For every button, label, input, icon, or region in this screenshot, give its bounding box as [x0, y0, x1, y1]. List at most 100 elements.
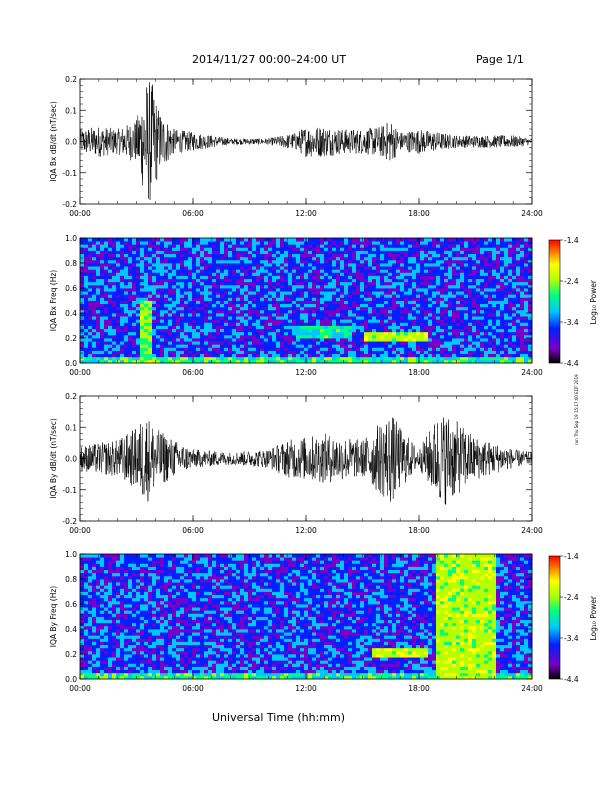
spectrogram-cell — [420, 316, 425, 320]
spectrogram-cell — [252, 328, 257, 333]
spectrogram-cell — [212, 288, 217, 292]
spectrogram-cell — [128, 353, 133, 358]
spectrogram-cell — [96, 244, 101, 248]
spectrogram-cell — [184, 244, 189, 248]
spectrogram-cell — [116, 278, 121, 283]
spectrogram-cell — [456, 272, 461, 276]
spectrogram-cell — [408, 291, 413, 295]
spectrogram-cell — [440, 300, 445, 305]
spectrogram-cell — [104, 238, 109, 242]
spectrogram-cell — [244, 266, 249, 270]
spectrogram-cell — [252, 238, 257, 242]
spectrogram-cell — [148, 344, 153, 348]
spectrogram-cell — [268, 356, 273, 361]
spectrogram-cell — [456, 284, 461, 289]
spectrogram-cell — [116, 319, 121, 323]
spectrogram-cell — [440, 325, 445, 330]
spectrogram-cell — [308, 353, 313, 358]
spectrogram-cell — [236, 241, 241, 245]
spectrogram-cell — [328, 334, 333, 339]
spectrogram-cell — [308, 269, 313, 273]
spectrogram-cell — [156, 294, 161, 298]
spectrogram-cell — [120, 297, 125, 301]
spectrogram-cell — [424, 263, 429, 267]
spectrogram-cell — [196, 263, 201, 267]
spectrogram-cell — [412, 247, 417, 251]
spectrogram-cell — [248, 284, 253, 289]
spectrogram-cell — [364, 266, 369, 270]
spectrogram-cell — [112, 284, 117, 289]
spectrogram-cell — [352, 259, 357, 264]
spectrogram-cell — [448, 350, 453, 355]
spectrogram-cell — [264, 266, 269, 270]
spectrogram-cell — [284, 269, 289, 273]
spectrogram-cell — [200, 263, 205, 267]
spectrogram-cell — [384, 303, 389, 308]
spectrogram-cell — [504, 303, 509, 308]
spectrogram-cell — [172, 328, 177, 333]
spectrogram-cell — [224, 238, 229, 242]
spectrogram-cell — [328, 269, 333, 273]
spectrogram-cell — [320, 266, 325, 270]
spectrogram-cell — [184, 338, 189, 342]
spectrogram-cell — [124, 334, 129, 339]
spectrogram-cell — [200, 244, 205, 248]
spectrogram-cell — [220, 269, 225, 273]
spectrogram-cell — [116, 331, 121, 336]
spectrogram-cell — [268, 325, 273, 330]
spectrogram-cell — [196, 359, 201, 364]
spectrogram-cell — [244, 244, 249, 248]
page-title: 2014/11/27 00:00–24:00 UT — [192, 53, 347, 66]
spectrogram-cell — [272, 325, 277, 330]
spectrogram-cell — [228, 294, 233, 298]
spectrogram-cell — [400, 284, 405, 289]
spectrogram-cell — [504, 238, 509, 242]
spectrogram-cell — [440, 259, 445, 264]
spectrogram-cell — [236, 300, 241, 305]
spectrogram-cell — [472, 297, 477, 301]
spectrogram-cell — [368, 316, 373, 320]
spectrogram-cell — [424, 322, 429, 326]
spectrogram-cell — [112, 244, 117, 248]
spectrogram-cell — [508, 256, 513, 261]
spectrogram-cell — [512, 275, 517, 280]
spectrogram-cell — [288, 347, 293, 351]
spectrogram-cell — [308, 316, 313, 320]
spectrogram-cell — [84, 334, 89, 339]
spectrogram-cell — [84, 278, 89, 283]
spectrogram-cell — [152, 247, 157, 251]
spectrogram-cell — [240, 316, 245, 320]
spectrogram-cell — [364, 309, 369, 314]
spectrogram-cell — [188, 359, 193, 364]
spectrogram-cell — [260, 263, 265, 267]
spectrogram-cell — [336, 316, 341, 320]
spectrogram-cell — [280, 272, 285, 276]
spectrogram-cell — [176, 288, 181, 292]
spectrogram-cell — [120, 359, 125, 364]
spectrogram-cell — [508, 263, 513, 267]
spectrogram-cell — [524, 297, 529, 301]
spectrogram-cell — [132, 303, 137, 308]
spectrogram-cell — [388, 244, 393, 248]
spectrogram-cell — [348, 247, 353, 251]
spectrogram-cell — [332, 266, 337, 270]
spectrogram-cell — [336, 313, 341, 317]
spectrogram-cell — [504, 259, 509, 264]
spectrogram-cell — [356, 300, 361, 305]
spectrogram-cell — [396, 259, 401, 264]
spectrogram-cell — [144, 328, 149, 333]
spectrogram-cell — [100, 263, 105, 267]
spectrogram-cell — [444, 297, 449, 301]
spectrogram-cell — [160, 247, 165, 251]
spectrogram-cell — [448, 347, 453, 351]
spectrogram-cell — [216, 341, 221, 345]
spectrogram-cell — [160, 256, 165, 261]
spectrogram-cell — [116, 347, 121, 351]
spectrogram-cell — [160, 297, 165, 301]
spectrogram-cell — [464, 272, 469, 276]
spectrogram-cell — [336, 350, 341, 355]
spectrogram-cell — [388, 319, 393, 323]
spectrogram-cell — [288, 306, 293, 311]
spectrogram-cell — [496, 281, 501, 286]
spectrogram-cell — [204, 241, 209, 245]
